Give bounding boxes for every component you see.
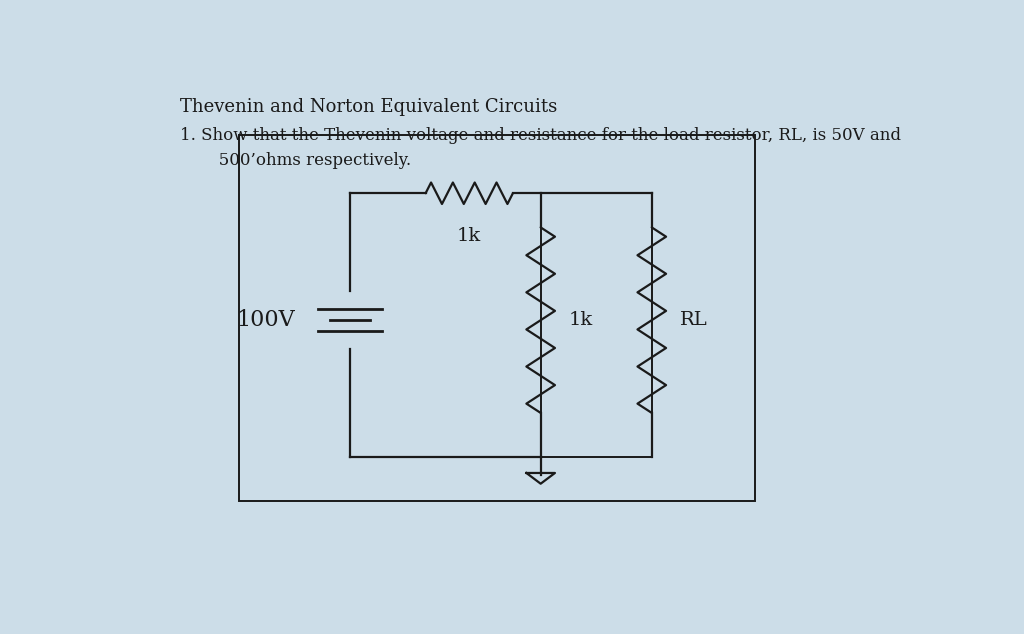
Text: RL: RL xyxy=(680,311,708,329)
Text: 1k: 1k xyxy=(568,311,593,329)
Text: 500’ohms respectively.: 500’ohms respectively. xyxy=(204,152,412,169)
Text: 1. Show that the Thevenin voltage and resistance for the load resistor, RL, is 5: 1. Show that the Thevenin voltage and re… xyxy=(179,127,900,145)
Bar xyxy=(240,134,755,501)
Text: Thevenin and Norton Equivalent Circuits: Thevenin and Norton Equivalent Circuits xyxy=(179,98,557,116)
Bar xyxy=(541,193,652,457)
Text: 1k: 1k xyxy=(457,228,481,245)
Text: 100V: 100V xyxy=(236,309,295,331)
